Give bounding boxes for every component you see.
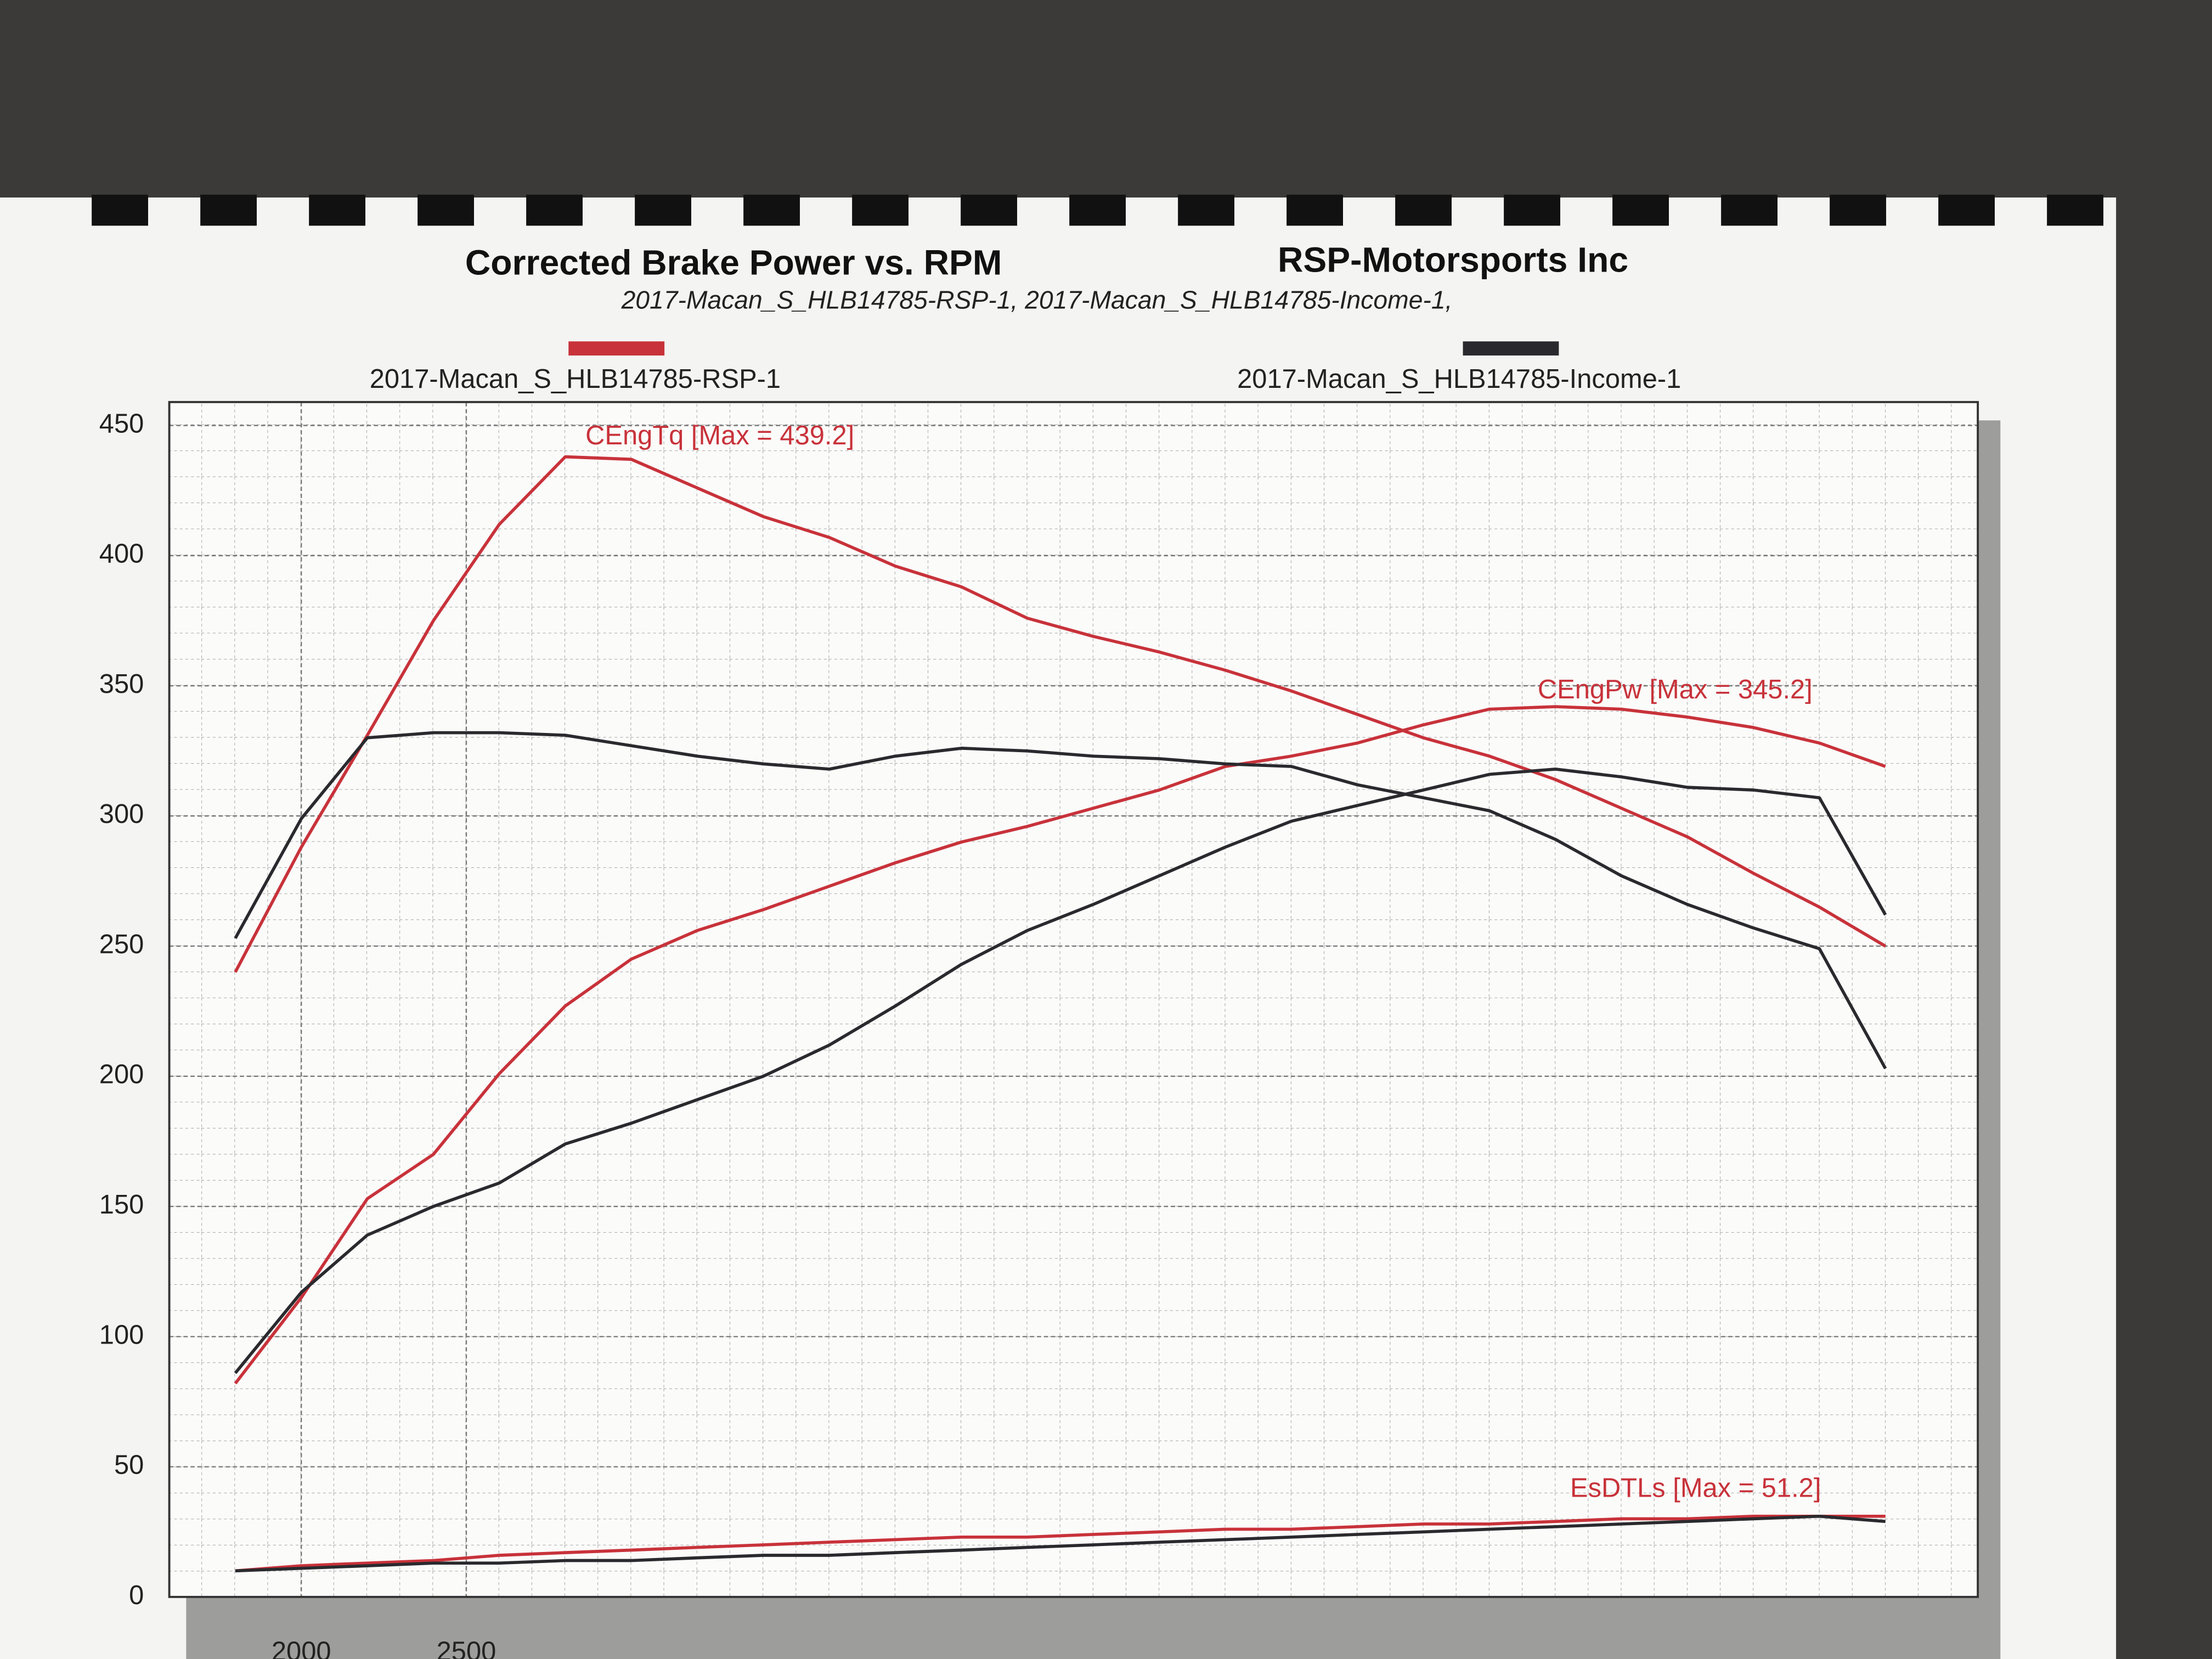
company-name: RSP-Motorsports Inc bbox=[1278, 240, 1628, 279]
y-tick-label: 150 bbox=[99, 1190, 144, 1220]
legend-swatch bbox=[1463, 341, 1559, 356]
binding-ring bbox=[200, 194, 257, 226]
binding-ring bbox=[1830, 194, 1886, 226]
chart-title: Corrected Brake Power vs. RPM bbox=[465, 242, 1002, 282]
binding-ring bbox=[1286, 194, 1343, 226]
y-tick-label: 400 bbox=[99, 539, 144, 569]
legend-swatch bbox=[568, 341, 665, 356]
binding-ring bbox=[1938, 194, 1995, 226]
x-tick-label: 2000 bbox=[272, 1637, 331, 1659]
binding-ring bbox=[1612, 194, 1669, 226]
binding-ring bbox=[852, 194, 909, 226]
binding-ring bbox=[526, 194, 583, 226]
y-tick-label: 300 bbox=[99, 799, 144, 829]
annotation: CEngTq [Max = 439.2] bbox=[585, 421, 854, 450]
y-tick-label: 350 bbox=[99, 669, 144, 699]
binding-ring bbox=[2047, 194, 2103, 226]
data-line bbox=[235, 1514, 1886, 1573]
y-tick-label: 450 bbox=[99, 409, 144, 438]
y-tick-label: 50 bbox=[114, 1451, 144, 1480]
binding-ring bbox=[961, 194, 1017, 226]
binding-ring bbox=[635, 194, 691, 226]
binding-ring bbox=[1504, 194, 1560, 226]
binding-ring bbox=[309, 194, 365, 226]
y-tick-label: 0 bbox=[129, 1581, 144, 1610]
binding-ring bbox=[1178, 194, 1234, 226]
annotation: EsDTLs [Max = 51.2] bbox=[1570, 1473, 1821, 1503]
binding-ring bbox=[1721, 194, 1778, 226]
binding-ring bbox=[1069, 194, 1126, 226]
binding-ring bbox=[417, 194, 474, 226]
data-line bbox=[234, 455, 1887, 973]
legend-label: 2017-Macan_S_HLB14785-Income-1 bbox=[1237, 364, 1681, 394]
annotation: CEngPw [Max = 345.2] bbox=[1538, 675, 1813, 704]
y-tick-label: 200 bbox=[99, 1060, 144, 1090]
legend-label: 2017-Macan_S_HLB14785-RSP-1 bbox=[370, 364, 781, 394]
y-tick-label: 250 bbox=[99, 929, 144, 959]
data-line bbox=[234, 731, 1887, 1069]
binding-rings bbox=[92, 194, 2103, 226]
minor-grid bbox=[169, 402, 1978, 1597]
binding-ring bbox=[743, 194, 800, 226]
y-tick-label: 100 bbox=[99, 1320, 144, 1350]
plot-frame bbox=[168, 400, 1979, 1598]
binding-ring bbox=[92, 194, 148, 226]
binding-ring bbox=[1395, 194, 1452, 226]
data-line bbox=[234, 768, 1887, 1374]
data-line bbox=[234, 705, 1886, 1385]
chart-subtitle: 2017-Macan_S_HLB14785-RSP-1, 2017-Macan_… bbox=[621, 286, 1453, 314]
x-tick-label: 2500 bbox=[437, 1637, 496, 1659]
data-line bbox=[235, 1514, 1886, 1573]
